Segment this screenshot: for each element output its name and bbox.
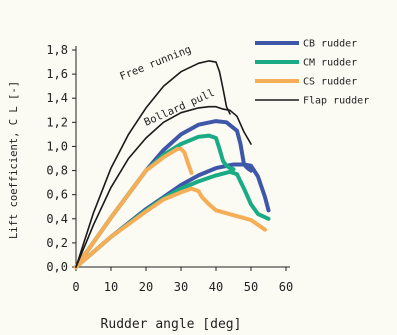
x-tick-label: 40	[209, 280, 223, 294]
y-tick-label: 1,4	[46, 91, 68, 105]
x-axis-title: Rudder angle [deg]	[101, 317, 242, 332]
x-tick-label: 20	[139, 280, 153, 294]
flap-rudder-curve-lower	[75, 105, 252, 268]
y-tick-label: 1,8	[46, 43, 68, 57]
cm-rudder-curve-lower	[74, 169, 271, 269]
x-tick-label: 30	[174, 280, 188, 294]
x-tick-label: 50	[244, 280, 258, 294]
legend-label-cm-rudder: CM rudder	[303, 58, 357, 69]
y-tick-label: 0,8	[46, 164, 68, 178]
y-tick-label: 0,6	[46, 188, 68, 202]
annotation-free-running: Free running	[118, 43, 193, 83]
flap-rudder-curve-upper	[75, 60, 231, 268]
x-tick-label: 10	[104, 280, 118, 294]
x-tick-label: 60	[279, 280, 293, 294]
cs-rudder-curve-lower	[74, 186, 267, 269]
y-tick-label: 1,6	[46, 67, 68, 81]
legend-label-cs-rudder: CS rudder	[303, 77, 357, 88]
y-tick-label: 0,2	[46, 236, 68, 250]
legend-label-flap-rudder: Flap rudder	[303, 96, 369, 107]
y-tick-label: 1,0	[46, 139, 68, 153]
cs-rudder-curve-upper	[74, 146, 194, 269]
y-axis-title: Lift coefficient, C L [-]	[8, 81, 20, 239]
y-tick-label: 0,0	[46, 260, 68, 274]
legend-label-cb-rudder: CB rudder	[303, 39, 357, 50]
x-tick-label: 0	[72, 280, 79, 294]
y-tick-label: 1,2	[46, 115, 68, 129]
y-tick-label: 0,4	[46, 212, 68, 226]
